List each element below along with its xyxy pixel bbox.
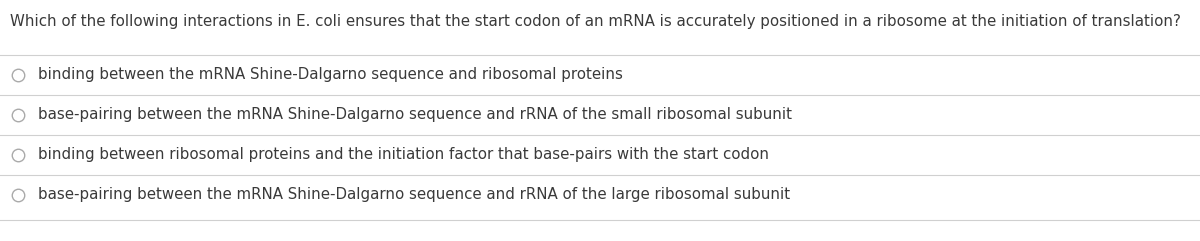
Text: Which of the following interactions in E. coli ensures that the start codon of a: Which of the following interactions in E… — [10, 14, 1181, 29]
Text: base-pairing between the mRNA Shine-Dalgarno sequence and rRNA of the small ribo: base-pairing between the mRNA Shine-Dalg… — [38, 107, 792, 122]
Text: base-pairing between the mRNA Shine-Dalgarno sequence and rRNA of the large ribo: base-pairing between the mRNA Shine-Dalg… — [38, 187, 790, 202]
Text: binding between ribosomal proteins and the initiation factor that base-pairs wit: binding between ribosomal proteins and t… — [38, 147, 769, 162]
Text: binding between the mRNA Shine-Dalgarno sequence and ribosomal proteins: binding between the mRNA Shine-Dalgarno … — [38, 67, 623, 82]
